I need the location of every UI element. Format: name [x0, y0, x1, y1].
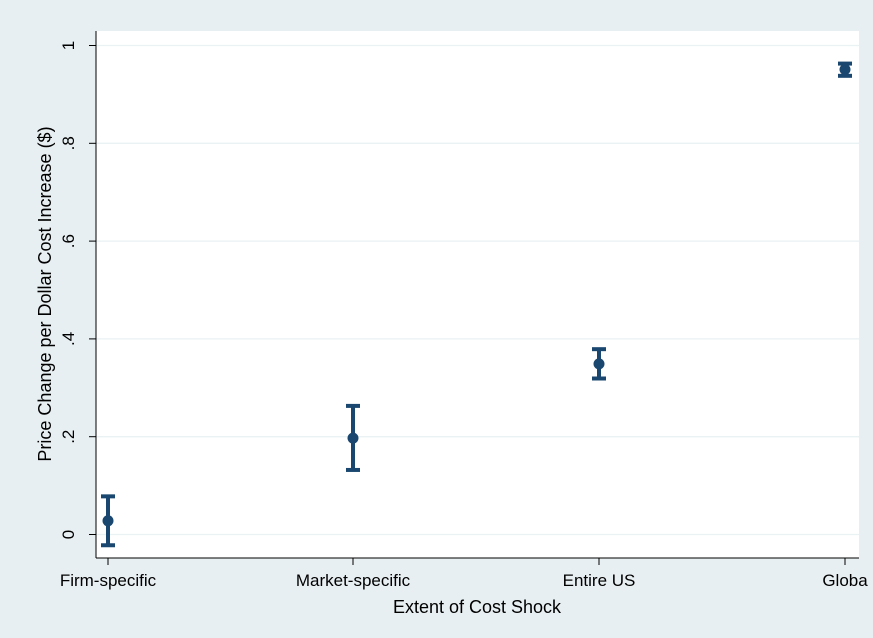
x-tick-label: Market-specific: [296, 571, 411, 590]
y-tick-label: .2: [59, 430, 78, 444]
x-tick-label: Firm-specific: [60, 571, 157, 590]
x-tick-label: Globa: [822, 571, 868, 590]
x-axis-ticks: Firm-specific Market-specific Entire US Glo…: [60, 558, 868, 590]
x-tick-label: Entire US: [563, 571, 636, 590]
point-marker: [593, 358, 605, 370]
point-marker: [347, 432, 359, 444]
gridlines: [96, 44, 859, 536]
point-marker: [839, 63, 851, 75]
y-tick-label: 1: [59, 41, 78, 50]
y-tick-label: .8: [59, 136, 78, 150]
data-point: [346, 403, 360, 472]
y-tick-label: 0: [59, 530, 78, 539]
plot-area: [96, 31, 859, 558]
y-tick-label: .6: [59, 234, 78, 248]
y-axis-ticks: 0 .2 .4 .6 .8 1: [59, 41, 96, 539]
x-axis-title: Extent of Cost Shock: [393, 597, 562, 617]
y-tick-label: .4: [59, 332, 78, 346]
data-point: [101, 494, 115, 548]
data-point: [592, 347, 606, 381]
y-axis-title: Price Change per Dollar Cost Increase ($…: [35, 126, 55, 461]
data-point: [838, 61, 852, 78]
data-points: [101, 61, 852, 548]
point-marker: [102, 515, 114, 527]
